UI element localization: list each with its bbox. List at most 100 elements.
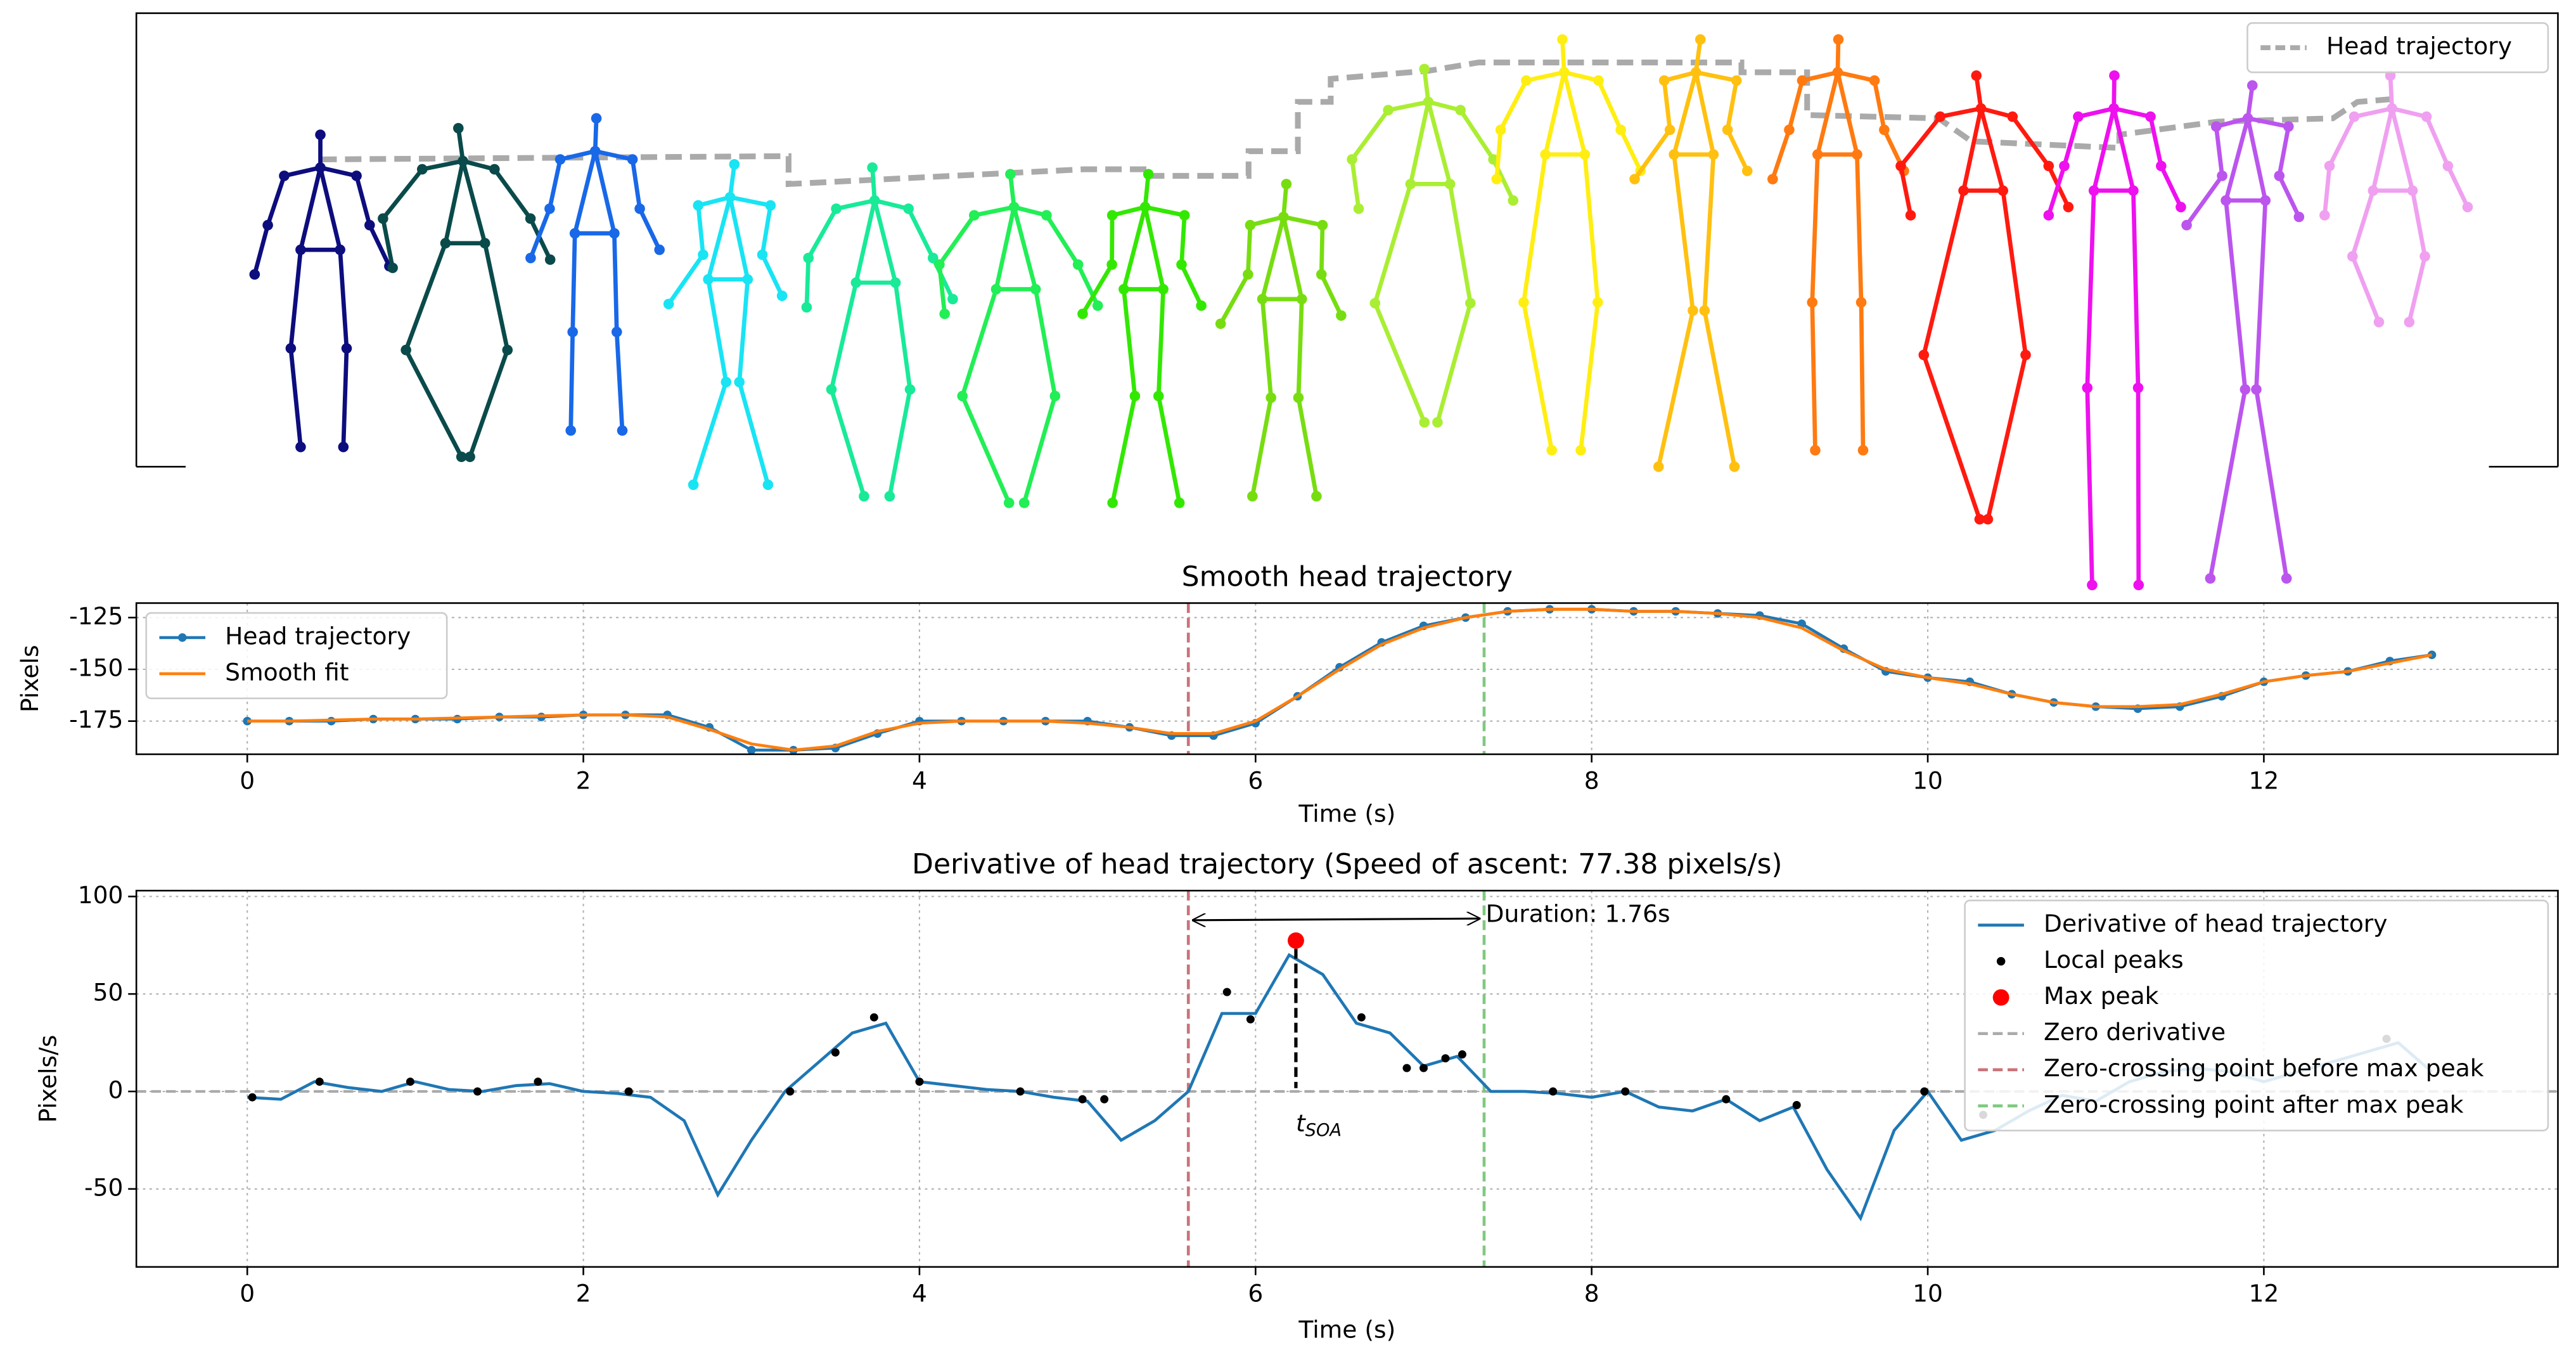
joint [1852,149,1862,160]
joint [465,451,475,463]
bone [1260,216,1286,300]
joint [2176,202,2186,212]
joint [1653,461,1664,472]
bone [1044,214,1080,266]
skeleton [1895,70,2074,525]
bone [1899,165,1913,216]
joint [1129,390,1141,402]
bone [737,279,750,383]
bone [266,175,286,226]
joint [1018,498,1030,508]
bone [1033,288,1058,397]
bone [1815,72,1840,155]
bone [1872,80,1887,131]
bone [2410,190,2427,257]
legend-box [2246,22,2549,74]
bone [298,167,323,250]
joint [939,308,950,319]
bone [2224,117,2250,202]
joint [2251,384,2262,395]
bone [2328,115,2357,167]
skeleton [249,129,395,453]
joint [803,252,814,264]
data-point [786,1087,795,1096]
joint [1832,67,1843,78]
data-point [1458,1050,1466,1059]
joint [2274,171,2285,181]
x-tick-label: 0 [240,1279,255,1307]
joint [1688,305,1698,316]
bone [630,159,642,209]
joint [1003,498,1015,508]
bone [806,207,838,259]
joint [1767,174,1778,184]
axes-frame [135,602,2559,756]
joint [1005,169,1016,180]
bone [1350,159,1361,209]
bone [1373,302,1426,423]
joint [1106,210,1118,221]
joint [1383,105,1394,116]
joint [757,249,768,261]
skeleton [1077,169,1207,508]
bone [1695,70,1737,83]
bone [1283,214,1323,228]
joint [2404,316,2415,328]
bone [1143,174,1151,208]
joint [525,213,536,224]
y-axis-label: Pixels [16,645,44,712]
joint [1158,284,1169,295]
bone [1179,263,1203,307]
joint [2087,579,2098,591]
bone [2388,75,2395,109]
bone [2391,106,2427,119]
bone [2277,126,2291,177]
bone [2011,115,2051,167]
bone [737,381,771,486]
joint [1495,124,1506,136]
legend-label: Smooth fit [225,658,349,686]
bone [2046,165,2067,216]
joint [1669,149,1679,160]
bone [1656,310,1695,468]
bone [696,205,705,255]
bone [252,224,270,275]
joint [2007,111,2018,122]
bone [1122,288,1137,397]
bone [937,264,947,314]
joint [1432,416,1443,428]
bone [1144,205,1185,217]
joint [1784,124,1795,136]
joint [1215,318,1226,330]
joint [338,441,349,453]
bone [1787,80,1805,131]
joint [341,343,352,354]
bone [1281,216,1304,300]
joint [1575,445,1586,456]
joint [1316,269,1327,280]
joint [1982,513,1994,525]
joint [1153,390,1164,402]
bone [937,214,977,266]
joint [1266,392,1276,403]
joint [554,154,566,165]
y-tick-label: -175 [69,705,123,733]
data-point [1920,1087,1929,1096]
bone [404,349,464,458]
joint [693,200,704,211]
joint [688,479,699,491]
joint [1347,154,1357,165]
joint [776,290,788,301]
bone [1543,72,1567,155]
bone [1663,70,1697,83]
joint [801,302,812,313]
data-point [1402,1064,1411,1072]
joint [400,344,411,356]
bone [1281,184,1289,217]
bone [560,149,596,162]
joint [2407,185,2418,196]
legend-label: Zero-crossing point after max peak [2044,1090,2464,1118]
joint [2108,103,2120,114]
bone [1560,39,1567,73]
bone [1499,79,1528,131]
